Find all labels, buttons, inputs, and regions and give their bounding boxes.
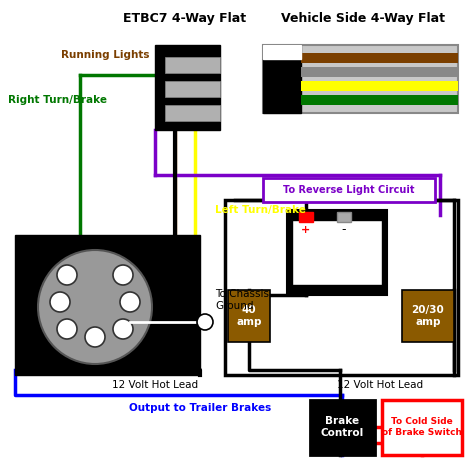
Bar [382,400,462,455]
Bar [310,400,375,455]
Bar [228,290,270,342]
Bar [301,53,458,63]
Text: 12 Volt Hot Lead: 12 Volt Hot Lead [337,380,423,390]
Bar [292,220,382,285]
Bar [165,81,220,97]
Circle shape [120,292,140,312]
Text: To Cold Side
of Brake Switch: To Cold Side of Brake Switch [382,417,462,437]
Bar [301,67,458,77]
Text: Right Turn/Brake: Right Turn/Brake [8,95,107,105]
Bar [155,45,220,130]
Bar [301,81,458,91]
Text: To Reverse Light Circuit: To Reverse Light Circuit [283,185,415,195]
Text: Output to Trailer Brakes: Output to Trailer Brakes [129,403,271,413]
Text: Vehicle
Battery: Vehicle Battery [314,257,360,279]
Bar [287,210,387,295]
Bar [225,200,458,375]
Bar [337,212,351,222]
Text: Brake
Control: Brake Control [320,416,364,438]
Bar [263,178,435,202]
Bar [301,95,458,105]
Bar [15,235,200,375]
Text: +: + [301,225,310,235]
Circle shape [197,314,213,330]
Text: Vehicle Side 4-Way Flat: Vehicle Side 4-Way Flat [281,11,445,25]
Circle shape [38,250,152,364]
Text: To Chassis
Ground: To Chassis Ground [215,289,269,311]
Text: Running Lights: Running Lights [62,50,150,60]
Bar [263,45,301,59]
Circle shape [113,319,133,339]
Bar [165,57,220,73]
Text: -: - [342,224,346,237]
Text: ETBC7 4-Way Flat: ETBC7 4-Way Flat [123,11,246,25]
Bar [165,105,220,121]
Text: 12 Volt Hot Lead: 12 Volt Hot Lead [112,380,198,390]
Circle shape [113,265,133,285]
Bar [402,290,454,342]
Text: 40
amp: 40 amp [236,305,262,327]
Text: 20/30
amp: 20/30 amp [411,305,444,327]
Bar [263,45,458,113]
Circle shape [57,319,77,339]
Circle shape [57,265,77,285]
Circle shape [85,327,105,347]
Circle shape [50,292,70,312]
Text: Left Turn/Brake: Left Turn/Brake [215,205,306,215]
Bar [263,45,301,113]
Bar [299,212,313,222]
